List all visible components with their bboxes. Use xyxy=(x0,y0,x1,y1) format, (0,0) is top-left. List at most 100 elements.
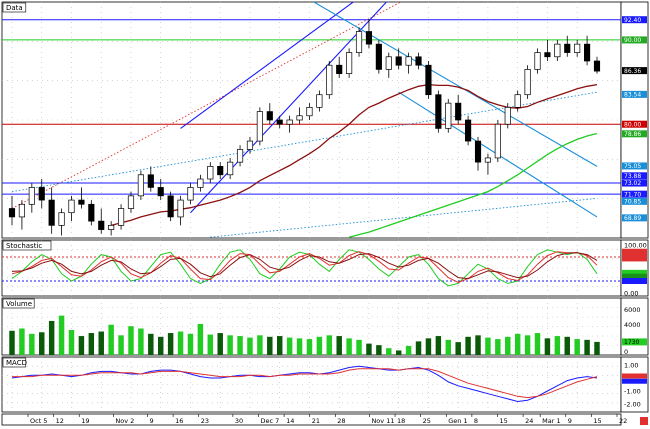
price-axis-label: 75.05 xyxy=(622,162,647,170)
candle xyxy=(385,52,392,78)
candle-body xyxy=(593,60,601,72)
volume-bar xyxy=(306,339,313,355)
stoch-flag xyxy=(622,269,647,276)
candle-body xyxy=(524,69,531,96)
x-tick-label: 19 xyxy=(81,417,89,425)
stoch-flag xyxy=(622,255,647,262)
candle-body xyxy=(286,119,293,125)
volume-bar xyxy=(574,339,580,355)
candle xyxy=(336,56,343,78)
volume-bar xyxy=(207,334,214,355)
candle-body xyxy=(465,119,472,142)
trend-line xyxy=(312,2,598,167)
candle-body xyxy=(455,102,462,121)
x-tick-label: Mar 1 xyxy=(542,417,560,425)
volume-axis-label: 1730 xyxy=(624,339,639,346)
volume-bar xyxy=(158,336,164,355)
candle xyxy=(326,61,333,99)
macd-title: MACD xyxy=(6,359,27,367)
candle-body xyxy=(88,203,95,222)
candle-body xyxy=(574,43,581,53)
candle xyxy=(137,170,144,201)
candle xyxy=(296,107,303,125)
candle xyxy=(306,103,313,120)
trend-line xyxy=(180,2,355,129)
candle-body xyxy=(58,212,65,226)
candle-body xyxy=(266,111,273,121)
x-tick-label: Nov 11 xyxy=(371,417,394,425)
volume-bar xyxy=(237,336,243,355)
candle xyxy=(465,115,472,146)
candle-body xyxy=(48,199,55,226)
candle xyxy=(207,162,214,184)
candle xyxy=(593,56,601,74)
x-tick-label: 23 xyxy=(201,417,209,425)
candle xyxy=(455,94,462,125)
price-label-text: 83.54 xyxy=(624,92,641,99)
price-axis-label: 78.86 xyxy=(622,130,647,138)
candle xyxy=(38,179,45,209)
volume-bar xyxy=(435,336,442,355)
volume-bar xyxy=(336,336,342,355)
candle xyxy=(405,52,412,74)
macd-axis-frame xyxy=(620,356,649,413)
candle xyxy=(484,153,492,175)
stoch-line xyxy=(11,251,598,283)
candle xyxy=(177,195,184,226)
x-tick-label: Nov 2 xyxy=(115,417,134,425)
price-axis-label: 90.00 xyxy=(622,36,647,44)
x-tick-label: 18 xyxy=(397,417,405,425)
candle-body xyxy=(336,64,343,74)
price-label-text: 70.85 xyxy=(624,199,641,206)
candle-body xyxy=(405,56,412,66)
volume-bar xyxy=(98,331,104,355)
price-title-box xyxy=(2,2,27,13)
volume-bar xyxy=(386,348,392,355)
volume-bar xyxy=(415,341,422,355)
candle xyxy=(584,35,591,66)
volume-bar xyxy=(514,333,521,355)
volume-bar xyxy=(485,337,491,355)
volume-bar xyxy=(227,335,233,355)
volume-bar xyxy=(544,338,551,355)
candle-body xyxy=(108,225,115,230)
stoch-axis-label: 0.00 xyxy=(624,290,638,298)
candle xyxy=(8,195,16,226)
volume-bar xyxy=(128,326,134,355)
stoch-title-tag: Stochastic xyxy=(2,240,52,251)
candle-body xyxy=(474,140,482,163)
candle xyxy=(197,174,204,192)
volume-axis-label: 0 xyxy=(624,348,628,356)
candle xyxy=(236,145,244,167)
price-label-box xyxy=(622,90,647,98)
price-label-text: 92.40 xyxy=(624,17,641,24)
volume-bar xyxy=(257,335,263,355)
macd-axis-label: -1.00 xyxy=(624,388,641,396)
price-axis-label: 86.36 xyxy=(622,67,647,75)
volume-bar xyxy=(376,345,382,355)
x-tick-label: 16 xyxy=(175,417,183,425)
volume-title-tag: Volume xyxy=(2,298,35,309)
macd-flag xyxy=(622,373,647,379)
candle-body xyxy=(38,187,45,201)
volume-bar xyxy=(276,336,283,355)
price-label-text: 73.88 xyxy=(624,173,641,180)
x-tick-label: Dec 7 xyxy=(260,417,279,425)
x-tick-label: Oct 5 xyxy=(30,417,47,425)
candle-body xyxy=(276,119,283,125)
volume-bar xyxy=(286,337,293,355)
price-axis-label: 68.89 xyxy=(622,214,647,222)
moving-average-line xyxy=(111,83,598,227)
volume-bar xyxy=(554,336,561,355)
volume-bar xyxy=(148,333,154,355)
x-tick-label: 14 xyxy=(286,417,294,425)
x-tick-label: 8 xyxy=(474,417,478,425)
candle xyxy=(276,115,283,129)
price-label-text: 68.89 xyxy=(624,215,641,222)
candle-body xyxy=(227,161,234,176)
macd-line xyxy=(12,368,598,399)
price-label-box xyxy=(622,120,647,128)
volume-axis-label: 6000 xyxy=(624,306,641,314)
price-label-box xyxy=(622,16,647,24)
candle-body xyxy=(445,102,452,129)
